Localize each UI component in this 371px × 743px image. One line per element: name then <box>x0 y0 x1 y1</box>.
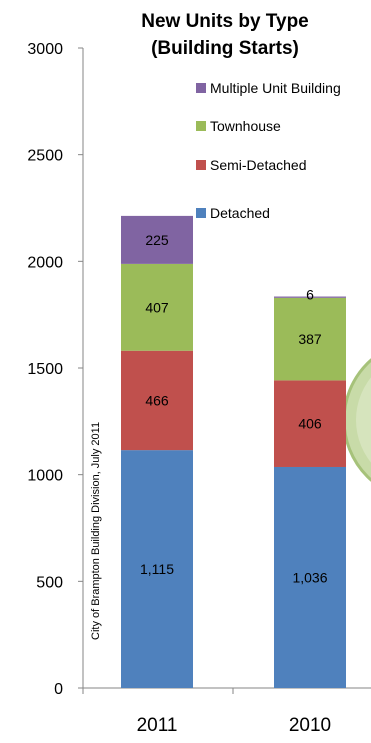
legend: Multiple Unit Building Townhouse Semi-Deta… <box>196 80 341 221</box>
legend-swatch <box>196 160 206 170</box>
bar-segment <box>121 450 193 688</box>
category-labels: 2011 2010 <box>82 688 331 736</box>
data-label: 6 <box>306 287 314 303</box>
bar-segment <box>121 215 193 264</box>
y-tick-label: 1000 <box>27 468 63 485</box>
decorative-circle-inner <box>356 377 371 463</box>
legend-label: Detached <box>210 205 270 221</box>
data-label: 406 <box>298 416 322 432</box>
bar-segment <box>274 380 346 467</box>
legend-label: Semi-Detached <box>210 157 307 173</box>
y-tick-label: 3000 <box>27 41 63 58</box>
bar-segment <box>274 297 346 381</box>
data-label: 466 <box>145 392 169 408</box>
bar-segment <box>121 263 193 351</box>
legend-label: Multiple Unit Building <box>210 80 341 96</box>
legend-swatch <box>196 121 206 131</box>
y-tick-label: 1500 <box>27 361 63 378</box>
data-label: 1,115 <box>140 561 174 577</box>
chart-title-line-1: New Units by Type <box>141 11 309 32</box>
legend-swatch <box>196 83 206 93</box>
source-note: City of Brampton Building Division, July… <box>90 422 102 640</box>
bars-group: 1,115 466 407 225 1,036 406 387 6 <box>121 215 346 688</box>
x-category-label: 2010 <box>289 715 331 736</box>
y-axis-ticks: 0 500 1000 1500 2000 2500 3000 <box>27 41 83 698</box>
bar-segment <box>121 350 193 451</box>
y-tick-label: 0 <box>54 681 63 698</box>
legend-label: Townhouse <box>210 118 281 134</box>
data-label: 1,036 <box>292 569 327 585</box>
bar-segment <box>274 466 346 688</box>
chart-title-line-2: (Building Starts) <box>151 38 299 59</box>
y-tick-label: 500 <box>36 574 63 591</box>
y-tick-label: 2500 <box>27 148 63 165</box>
y-tick-label: 2000 <box>27 254 63 271</box>
legend-swatch <box>196 208 206 218</box>
x-category-label: 2011 <box>137 715 178 736</box>
data-label: 407 <box>145 299 169 315</box>
data-label: 387 <box>298 331 322 347</box>
data-label: 225 <box>145 232 169 248</box>
bar-segment <box>274 296 346 298</box>
